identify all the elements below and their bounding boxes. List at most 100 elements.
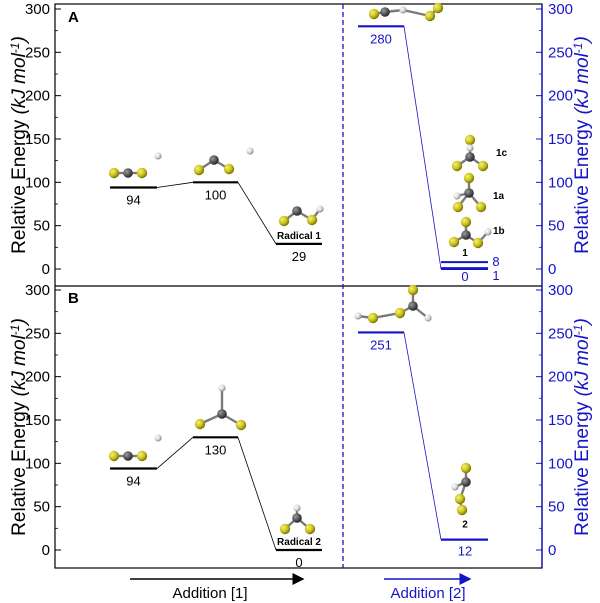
y-tick-label-left: 150	[25, 131, 50, 148]
carbon-atom	[217, 409, 227, 419]
energy-value-label: 94	[126, 474, 140, 489]
y-label-left-a: Relative Energy (kJ mol-1)	[8, 36, 30, 254]
y-tick-label-right: 300	[548, 282, 573, 299]
sulfur-atom	[424, 10, 436, 22]
sulfur-atom	[464, 134, 476, 146]
sulfur-atom	[194, 418, 206, 430]
carbon-atom	[209, 155, 219, 165]
carbon-atom	[408, 301, 418, 311]
species-label: 2	[462, 520, 468, 531]
sulfur-atom	[136, 167, 148, 179]
carbon-atom	[461, 230, 471, 240]
y-tick-label-right: 300	[548, 1, 573, 18]
hydrogen-atom	[154, 434, 162, 442]
y-tick-label-right: 150	[548, 131, 573, 148]
y-tick-label-right: 200	[548, 369, 573, 386]
addition-1-label: Addition [1]	[172, 585, 247, 602]
sulfur-atom	[451, 160, 463, 172]
y-tick-label-left: 200	[25, 369, 50, 386]
sulfur-atom	[108, 167, 120, 179]
energy-value-label: 12	[458, 544, 472, 559]
energy-value-label: 29	[292, 249, 306, 264]
hydrogen-atom	[218, 384, 226, 392]
y-tick-label-left: 100	[25, 455, 50, 472]
sulfur-atom	[367, 312, 379, 324]
y-tick-label-right: 50	[548, 499, 565, 516]
species-label: Radical 2	[277, 537, 321, 548]
sulfur-atom	[368, 8, 380, 20]
y-tick-label-left: 250	[25, 44, 50, 61]
hydrogen-atom	[451, 483, 459, 491]
carbon-atom	[380, 7, 390, 17]
energy-value-label: 130	[205, 442, 227, 457]
y-tick-label-right: 150	[548, 412, 573, 429]
hydrogen-atom	[424, 314, 432, 322]
sulfur-atom	[193, 164, 205, 176]
sulfur-atom	[456, 504, 468, 516]
connector-line	[237, 437, 277, 551]
y-tick-label-left: 150	[25, 412, 50, 429]
carbon-atom	[465, 152, 475, 162]
y-tick-label-right: 50	[548, 218, 565, 235]
sulfur-atom	[454, 493, 466, 505]
y-tick-label-left: 50	[33, 499, 50, 516]
molecule-illustrations	[108, 2, 492, 535]
y-tick-label-left: 250	[25, 325, 50, 342]
connector-line	[237, 182, 277, 245]
sulfur-atom	[278, 215, 290, 227]
y-tick-label-left: 0	[42, 261, 50, 278]
connector-line	[403, 332, 442, 540]
y-tick-label-left: 300	[25, 282, 50, 299]
y-label-left-b: Relative Energy (kJ mol-1)	[8, 318, 30, 536]
sulfur-atom	[394, 307, 406, 319]
y-tick-label-right: 250	[548, 325, 573, 342]
sulfur-atom	[475, 201, 487, 213]
y-tick-label-right: 100	[548, 455, 573, 472]
y-tick-label-left: 200	[25, 88, 50, 105]
sulfur-atom	[279, 523, 291, 535]
y-tick-label-right: 0	[548, 261, 556, 278]
sulfur-atom	[304, 523, 316, 535]
sulfur-atom	[472, 237, 484, 249]
addition-2-label: Addition [2]	[390, 585, 465, 602]
y-tick-label-left: 300	[25, 1, 50, 18]
species-label: 1	[462, 248, 468, 259]
y-tick-label-right: 100	[548, 174, 573, 191]
hydrogen-atom	[484, 228, 492, 236]
y-tick-label-left: 50	[33, 218, 50, 235]
sulfur-atom	[452, 201, 464, 213]
y-tick-label-right: 200	[548, 88, 573, 105]
y-tick-label-right: 250	[548, 44, 573, 61]
connector-line	[156, 437, 194, 469]
panel-label-a: A	[68, 9, 79, 26]
sulfur-atom	[463, 172, 475, 184]
carbon-atom	[464, 188, 474, 198]
panel-label-b: B	[68, 290, 79, 307]
sulfur-atom	[477, 160, 489, 172]
carbon-atom	[292, 206, 302, 216]
isomer-label: 1a	[493, 191, 505, 202]
isomer-label: 1c	[496, 148, 508, 159]
hydrogen-atom	[246, 147, 254, 155]
energy-value-label: 8	[492, 254, 499, 269]
carbon-atom	[292, 513, 302, 523]
energy-value-label: 280	[370, 31, 392, 46]
carbon-atom	[123, 451, 133, 461]
energy-value-label: 0	[461, 269, 468, 284]
hydrogen-atom	[354, 312, 362, 320]
sulfur-atom	[235, 419, 247, 431]
sulfur-atom	[432, 2, 444, 14]
sulfur-atom	[460, 462, 472, 474]
hydrogen-atom	[466, 144, 474, 152]
energy-value-label: 251	[370, 337, 392, 352]
sulfur-atom	[448, 236, 460, 248]
energy-value-label: 0	[295, 555, 302, 570]
hydrogen-atom	[293, 504, 301, 512]
hydrogen-atom	[154, 152, 162, 160]
hydrogen-atom	[399, 6, 407, 14]
energy-value-label: 100	[205, 187, 227, 202]
